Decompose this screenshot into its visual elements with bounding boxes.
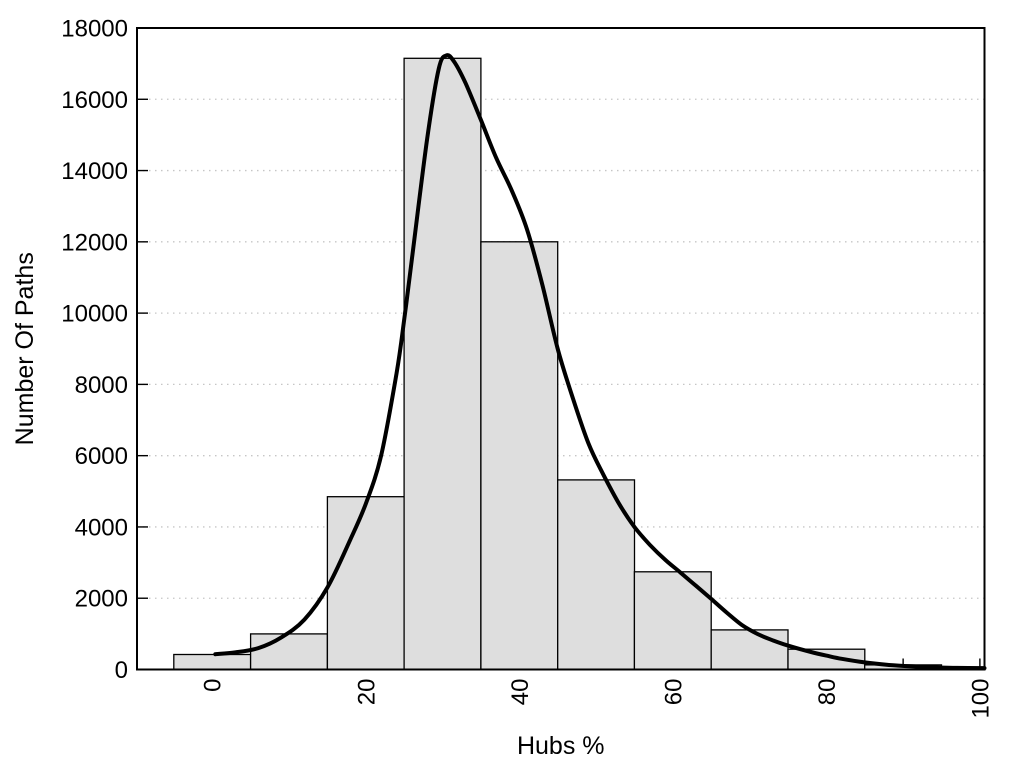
y-axis-title: Number Of Paths [11,252,39,445]
fit-curve [213,53,987,671]
y-tick-label: 14000 [61,158,128,185]
y-tick-label: 0 [115,657,128,684]
histogram-bar [403,57,482,671]
y-tick-label: 18000 [61,16,128,43]
histogram-bar [326,496,405,671]
y-tick-label: 2000 [75,586,128,613]
histogram-bar [249,633,329,671]
y-tick-label: 4000 [75,514,128,541]
x-tick-label: 20 [353,679,380,706]
x-tick-label: 0 [200,679,227,692]
histogram-bar [710,629,789,671]
x-tick-label: 40 [507,679,534,706]
x-tick-label: 80 [814,679,841,706]
histogram-bar [633,571,712,671]
histogram-bar [480,241,559,671]
x-tick-label: 60 [660,679,687,706]
tick-labels-layer: 0 2000 4000 6000 8000 10000 12000 14000 16000 180… [61,16,994,719]
curve-layer [213,53,987,671]
bars-layer [173,57,986,671]
y-tick-label: 8000 [75,372,128,399]
x-tick-label: 100 [967,679,994,719]
y-tick-label: 16000 [61,87,128,114]
plot-border [136,27,986,671]
y-tick-label: 12000 [61,229,128,256]
y-tick-label: 6000 [75,443,128,470]
x-axis-title: Hubs % [517,732,605,760]
histogram-bar [173,653,252,671]
y-tick-label: 10000 [61,301,128,328]
